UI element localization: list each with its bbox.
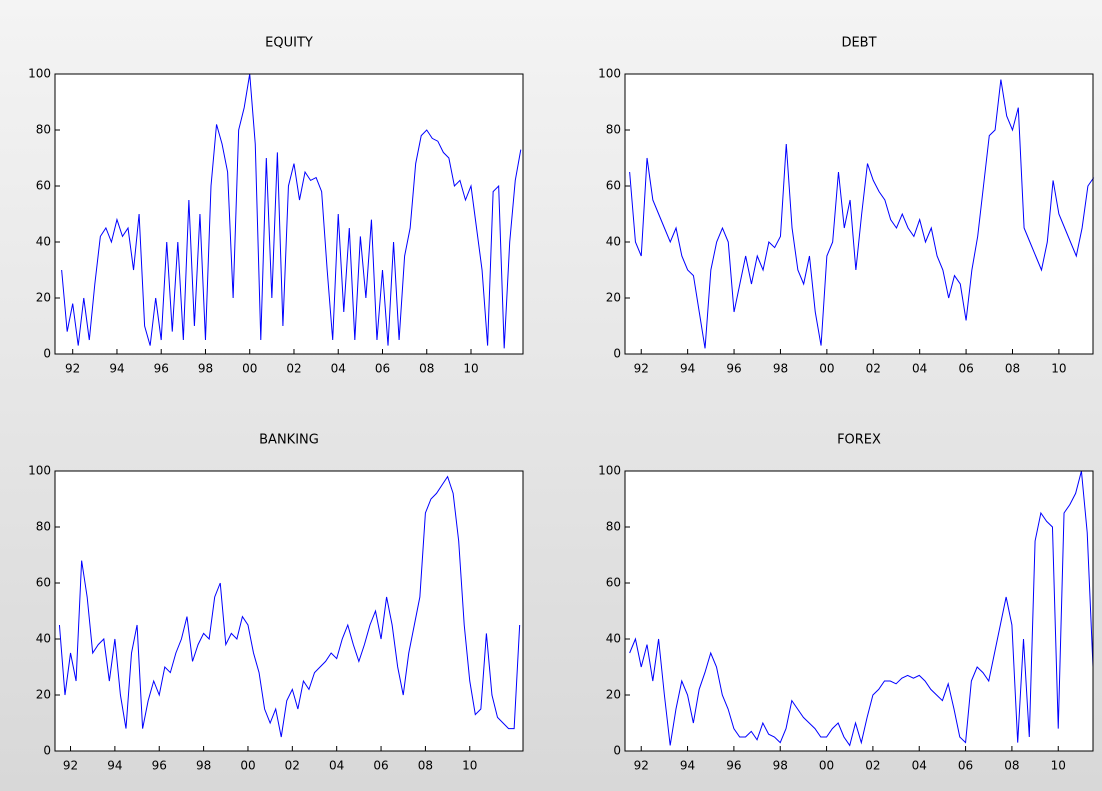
x-tick-label: 02 [286, 362, 301, 376]
y-tick-label: 0 [43, 347, 51, 361]
x-tick-label: 06 [958, 759, 973, 773]
x-tick-label: 96 [154, 362, 169, 376]
plot-area [625, 74, 1093, 354]
x-tick-label: 00 [242, 362, 257, 376]
y-tick-label: 20 [36, 688, 51, 702]
x-tick-label: 00 [819, 759, 834, 773]
chart-title: FOREX [837, 433, 881, 448]
y-tick-label: 100 [28, 67, 51, 81]
x-tick-label: 98 [196, 759, 211, 773]
x-tick-label: 08 [1004, 759, 1019, 773]
x-tick-label: 00 [240, 759, 255, 773]
x-tick-label: 08 [418, 759, 433, 773]
y-tick-label: 80 [606, 123, 621, 137]
x-tick-label: 08 [1005, 362, 1020, 376]
y-tick-label: 100 [598, 67, 621, 81]
y-tick-label: 40 [36, 235, 51, 249]
x-tick-label: 92 [63, 759, 78, 773]
plot-area [55, 471, 523, 751]
y-tick-label: 60 [606, 179, 621, 193]
plot-frame [624, 73, 1094, 355]
y-tick-label: 20 [606, 291, 621, 305]
x-tick-label: 92 [65, 362, 80, 376]
y-tick-label: 0 [613, 744, 621, 758]
x-tick-label: 06 [375, 362, 390, 376]
x-tick-label: 96 [152, 759, 167, 773]
y-tick-label: 100 [28, 464, 51, 478]
x-tick-label: 04 [331, 362, 346, 376]
x-tick-label: 10 [463, 362, 478, 376]
y-tick-label: 0 [613, 347, 621, 361]
y-tick-label: 100 [598, 464, 621, 478]
x-tick-label: 94 [680, 362, 695, 376]
data-line [58, 475, 521, 738]
x-tick-label: 98 [773, 362, 788, 376]
x-tick-label: 94 [680, 759, 695, 773]
chart-title: BANKING [259, 433, 319, 448]
x-tick-label: 98 [773, 759, 788, 773]
x-tick-label: 96 [726, 759, 741, 773]
y-tick-label: 80 [606, 520, 621, 534]
x-tick-label: 92 [634, 759, 649, 773]
x-tick-label: 96 [726, 362, 741, 376]
y-tick-label: 0 [43, 744, 51, 758]
data-line [61, 73, 522, 349]
x-tick-label: 94 [109, 362, 124, 376]
y-tick-label: 60 [606, 576, 621, 590]
x-tick-label: 94 [107, 759, 122, 773]
y-tick-label: 20 [36, 291, 51, 305]
chart-title: EQUITY [265, 36, 313, 51]
x-tick-label: 04 [329, 759, 344, 773]
x-tick-label: 08 [419, 362, 434, 376]
plot-frame [624, 470, 1094, 752]
y-tick-label: 60 [36, 179, 51, 193]
data-line [629, 470, 1094, 747]
plot-area [55, 74, 523, 354]
y-tick-label: 20 [606, 688, 621, 702]
x-tick-label: 02 [865, 759, 880, 773]
plot-frame [54, 470, 524, 752]
y-tick-label: 40 [36, 632, 51, 646]
x-tick-label: 02 [285, 759, 300, 773]
x-tick-label: 10 [462, 759, 477, 773]
y-tick-label: 40 [606, 632, 621, 646]
y-tick-label: 40 [606, 235, 621, 249]
x-tick-label: 02 [866, 362, 881, 376]
x-tick-label: 06 [373, 759, 388, 773]
y-tick-label: 60 [36, 576, 51, 590]
plot-area [625, 471, 1093, 751]
chart-title: DEBT [841, 36, 876, 51]
x-tick-label: 10 [1051, 759, 1066, 773]
y-tick-label: 80 [36, 123, 51, 137]
x-tick-label: 04 [912, 759, 927, 773]
y-tick-label: 80 [36, 520, 51, 534]
x-tick-label: 98 [198, 362, 213, 376]
x-tick-label: 10 [1051, 362, 1066, 376]
data-line [629, 79, 1095, 349]
x-tick-label: 04 [912, 362, 927, 376]
x-tick-label: 92 [634, 362, 649, 376]
x-tick-label: 06 [958, 362, 973, 376]
x-tick-label: 00 [819, 362, 834, 376]
plot-frame [54, 73, 524, 355]
